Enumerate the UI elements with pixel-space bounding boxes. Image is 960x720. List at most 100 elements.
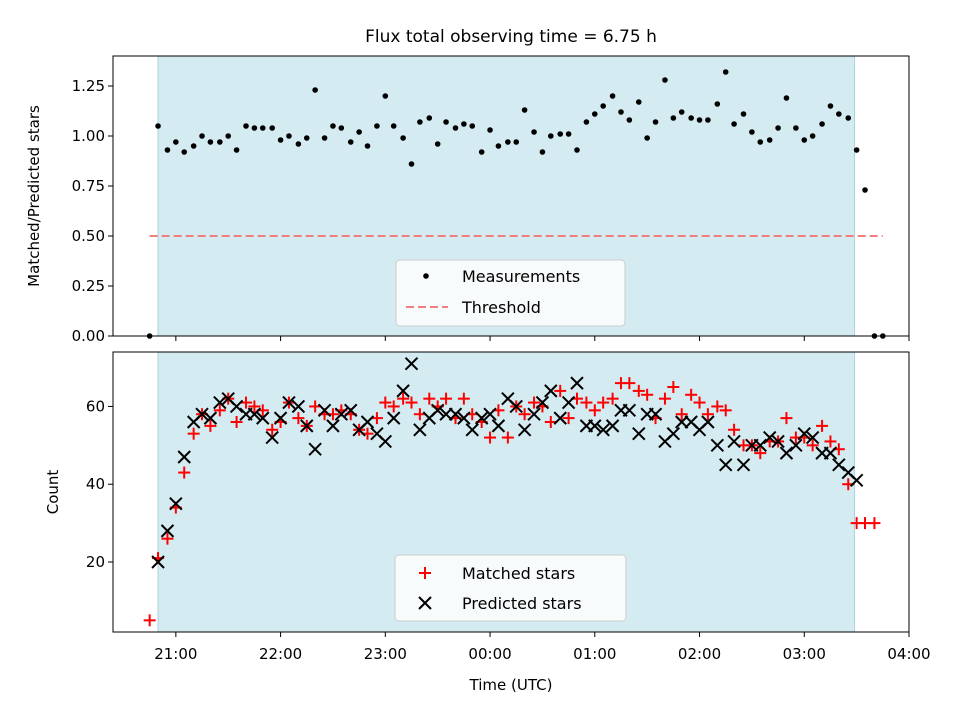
measurements-point (801, 137, 808, 143)
matched-stars-point (693, 396, 706, 409)
measurements-point (400, 135, 406, 141)
legend-marker-predicted-stars (418, 596, 432, 610)
measurements-point (714, 101, 721, 107)
measurements-point (845, 115, 852, 121)
measurements-point (207, 139, 214, 145)
predicted-stars-point (247, 407, 262, 421)
measurements-point (469, 123, 476, 129)
x-tick-label: 21:00 (154, 645, 197, 663)
measurements-point (155, 123, 161, 129)
matched-stars-point (806, 439, 819, 452)
x-tick-label: 01:00 (573, 645, 616, 663)
predicted-stars-point (317, 403, 332, 418)
matched-stars-point (423, 392, 436, 405)
top-panel-title: Flux total observing time = 6.75 h (365, 27, 657, 47)
predicted-stars-point (300, 419, 314, 433)
predicted-stars-point (762, 430, 777, 445)
predicted-stars-point (229, 399, 244, 414)
legend-label-predicted-stars: Predicted stars (462, 594, 582, 613)
predicted-stars-point (701, 415, 715, 429)
measurements-point (757, 139, 764, 145)
top-panel-series (146, 69, 886, 339)
measurements-point (269, 125, 276, 131)
predicted-stars-point (805, 430, 820, 445)
measurements-point (766, 137, 773, 143)
matched-stars-point (780, 412, 793, 425)
measurements-point (251, 125, 258, 131)
matched-stars-point (728, 423, 741, 436)
predicted-stars-point (779, 446, 794, 460)
measurements-point (531, 129, 537, 135)
predicted-stars-point (378, 434, 393, 449)
measurements-point (670, 115, 677, 121)
legend-label-matched-stars: Matched stars (462, 564, 575, 583)
measurements-point (374, 123, 380, 129)
predicted-stars-point (771, 434, 785, 449)
matched-stars-point (161, 532, 174, 545)
measurements-point (417, 119, 423, 125)
matched-stars-point (675, 408, 688, 421)
matched-stars-point (528, 396, 541, 409)
measurements-point (164, 147, 171, 153)
measurements-point (443, 119, 449, 125)
measurements-point (626, 117, 633, 123)
measurements-point (583, 119, 590, 125)
measurements-point (347, 139, 354, 145)
predicted-stars-point (457, 411, 471, 425)
matched-stars-point (544, 416, 557, 428)
measurements-point (382, 93, 389, 99)
predicted-stars-point (509, 399, 523, 414)
bottom-y-tick-label: 60 (86, 397, 105, 415)
matched-stars-point (824, 435, 837, 448)
predicted-stars-point (789, 438, 803, 453)
measurements-point (644, 135, 650, 141)
measurements-point (862, 187, 868, 193)
predicted-stars-point (203, 411, 218, 425)
predicted-stars-point (282, 395, 296, 410)
measurements-point (286, 133, 292, 139)
matched-stars-point (606, 392, 619, 405)
bottom-panel-x-label: Time (UTC) (469, 676, 553, 694)
measurements-point (635, 99, 642, 105)
predicted-stars-point (797, 426, 811, 441)
measurements-point (793, 125, 799, 131)
predicted-stars-point (256, 411, 270, 425)
measurements-point (722, 69, 729, 75)
predicted-stars-point (308, 442, 322, 456)
measurements-point (390, 123, 397, 129)
bottom-panel: 20 40 60 21:00 22:00 23:00 00:00 01:00 02:00 03:… (44, 351, 931, 694)
measurements-point (513, 139, 520, 145)
legend-marker-measurements (423, 273, 429, 279)
matched-stars-point (292, 412, 305, 425)
matched-stars-point (178, 466, 191, 479)
measurements-point (696, 117, 703, 123)
matched-stars-point (457, 392, 470, 405)
predicted-stars-point (535, 395, 550, 410)
predicted-stars-point (648, 407, 663, 421)
measurements-point (731, 121, 737, 127)
matched-stars-point (370, 412, 383, 425)
bottom-panel-frame (112, 351, 910, 633)
legend-label-threshold: Threshold (461, 298, 541, 317)
measurements-point (338, 125, 345, 131)
predicted-stars-point (666, 426, 681, 441)
top-panel-y-axis: 0.00 0.25 0.50 0.75 1.00 1.25 (72, 77, 113, 345)
predicted-stars-point (832, 458, 846, 472)
measurements-point (609, 93, 616, 99)
top-y-tick-label: 0.00 (72, 327, 105, 345)
measurements-point (217, 139, 223, 145)
predicted-stars-point (448, 407, 463, 421)
measurements-point (233, 147, 240, 153)
predicted-stars-point (588, 419, 602, 433)
matched-stars-point (632, 384, 645, 397)
matched-stars-point (387, 400, 400, 413)
measurements-point (557, 131, 564, 137)
measurements-point (652, 119, 659, 125)
predicted-stars-point (169, 496, 183, 511)
predicted-stars-point (213, 395, 227, 410)
matched-stars-point (309, 400, 322, 413)
matched-stars-point (240, 396, 253, 409)
measurements-point (243, 123, 249, 129)
x-tick-label: 23:00 (364, 645, 407, 663)
